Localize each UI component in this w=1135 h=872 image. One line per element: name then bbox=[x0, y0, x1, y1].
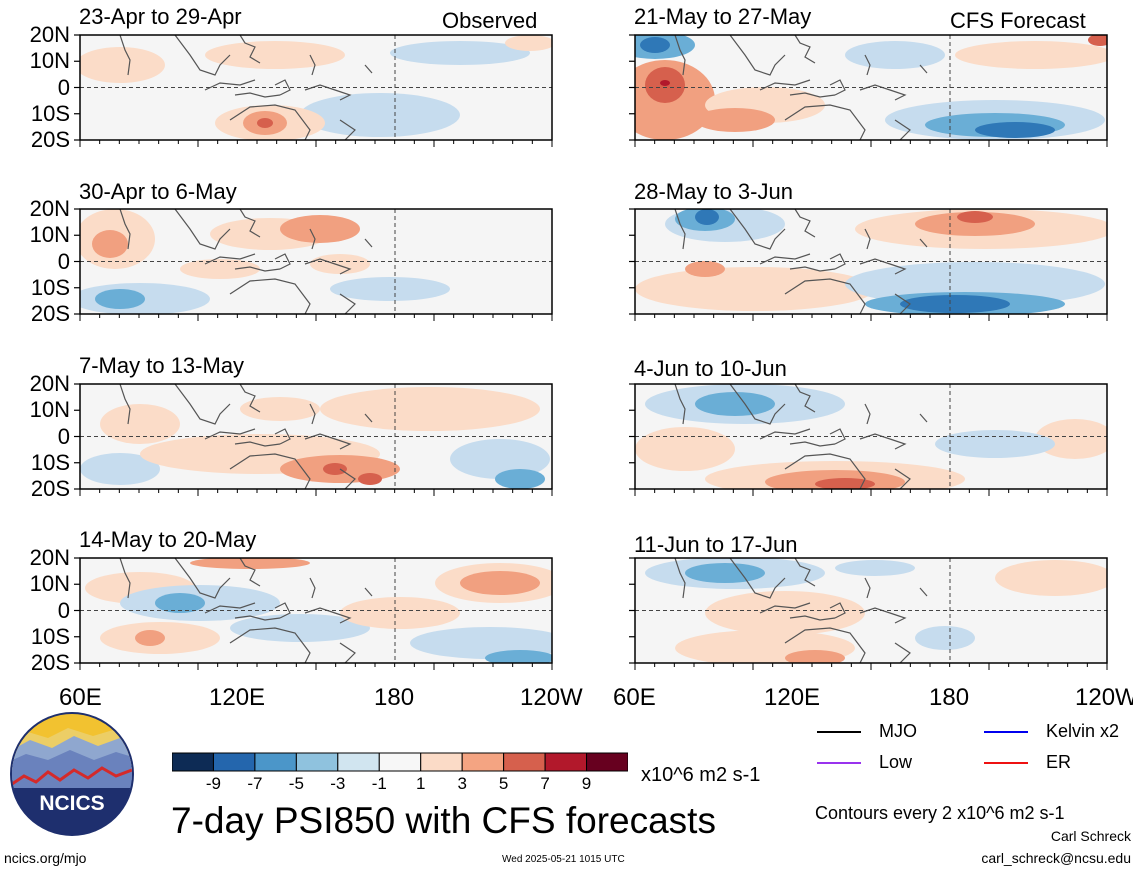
colorbar-tick-label: -7 bbox=[247, 774, 263, 793]
lon-label-180-left: 180 bbox=[374, 684, 415, 711]
svg-text:NCICS: NCICS bbox=[39, 792, 104, 815]
panel-title-5: 21-May to 27-May bbox=[634, 4, 812, 29]
lon-label-120w-left: 120W bbox=[520, 684, 583, 711]
panel-title-7: 4-Jun to 10-Jun bbox=[634, 356, 787, 381]
legend-label-kelvin: Kelvin x2 bbox=[1046, 721, 1120, 741]
colorbar-tick-label: -5 bbox=[288, 774, 304, 793]
colorbar-swatch bbox=[378, 752, 422, 772]
website-link[interactable]: ncics.org/mjo bbox=[4, 850, 87, 866]
colorbar-swatch bbox=[420, 752, 463, 772]
legend-line-mjo bbox=[817, 731, 861, 733]
contours-note: Contours every 2 x10^6 m2 s-1 bbox=[815, 803, 1065, 823]
colorbar-swatch bbox=[295, 752, 339, 772]
lat-label: 0 bbox=[57, 248, 70, 274]
lat-label: 10N bbox=[29, 222, 70, 248]
panel-title-3: 7-May to 13-May bbox=[79, 353, 245, 378]
colorbar-tick-label: 3 bbox=[457, 774, 467, 793]
lat-label: 0 bbox=[57, 597, 70, 623]
lat-label: 10S bbox=[30, 100, 70, 126]
author-email: carl_schreck@ncsu.edu bbox=[981, 850, 1131, 866]
lon-label-120e-right: 120E bbox=[764, 684, 821, 711]
lat-label: 0 bbox=[57, 423, 70, 449]
lon-label-60e-right: 60E bbox=[613, 684, 656, 711]
lat-label: 20S bbox=[30, 301, 70, 326]
colorbar-swatch bbox=[586, 752, 628, 772]
map-panel-8 bbox=[629, 557, 1108, 670]
colorbar-swatch bbox=[503, 752, 546, 772]
legend-label-er: ER bbox=[1046, 752, 1072, 772]
map-panel-2 bbox=[74, 208, 553, 321]
lat-label: 20S bbox=[30, 650, 70, 675]
lat-label: 10S bbox=[30, 449, 70, 475]
legend-line-er bbox=[984, 762, 1028, 764]
colorbar-tick-label: 1 bbox=[415, 774, 426, 793]
map-panel-4 bbox=[74, 557, 553, 670]
panel-title-6: 28-May to 3-Jun bbox=[634, 179, 793, 204]
lat-label: 10S bbox=[30, 623, 70, 649]
colorbar-swatch bbox=[212, 752, 256, 772]
observed-label: Observed bbox=[442, 8, 538, 33]
lon-label-60e-left: 60E bbox=[59, 684, 102, 711]
map-panel-3 bbox=[74, 383, 553, 496]
lat-label: 20N bbox=[29, 196, 70, 221]
map-panel-5 bbox=[629, 34, 1108, 147]
panel-title-1: 23-Apr to 29-Apr bbox=[79, 4, 242, 29]
ncics-logo: NCICS bbox=[10, 712, 134, 836]
panel-title-2: 30-Apr to 6-May bbox=[79, 179, 237, 204]
colorbar-tick-label: 5 bbox=[498, 774, 509, 793]
colorbar-swatch bbox=[172, 752, 214, 772]
lat-label: 10S bbox=[30, 274, 70, 300]
lat-label: 20N bbox=[29, 371, 70, 396]
lat-label: 20N bbox=[29, 22, 70, 47]
lon-label-120e-left: 120E bbox=[209, 684, 266, 711]
map-panel-7 bbox=[629, 383, 1108, 496]
colorbar-tick-label: -3 bbox=[330, 774, 346, 793]
lon-label-120w-right: 120W bbox=[1075, 686, 1133, 710]
lat-label: 10N bbox=[29, 571, 70, 597]
colorbar bbox=[172, 752, 628, 772]
figure-title: 7-day PSI850 with CFS forecasts bbox=[171, 800, 716, 841]
lat-label: 20S bbox=[30, 476, 70, 501]
panel-title-8: 11-Jun to 17-Jun bbox=[634, 532, 798, 557]
colorbar-swatch bbox=[337, 752, 380, 772]
lat-label: 0 bbox=[57, 74, 70, 100]
lat-label: 10N bbox=[29, 397, 70, 423]
legend-line-kelvin bbox=[984, 731, 1028, 733]
colorbar-swatch bbox=[461, 752, 505, 772]
colorbar-tick-label: -1 bbox=[371, 774, 387, 793]
legend-line-low bbox=[817, 762, 861, 764]
timestamp: Wed 2025-05-21 1015 UTC bbox=[502, 854, 625, 865]
lon-label-180-right: 180 bbox=[929, 684, 970, 711]
colorbar-swatch bbox=[254, 752, 297, 772]
author-name: Carl Schreck bbox=[1050, 828, 1131, 844]
lat-label: 10N bbox=[29, 48, 70, 74]
legend-label-mjo: MJO bbox=[879, 721, 917, 741]
lat-label: 20N bbox=[29, 545, 70, 570]
colorbar-units: x10^6 m2 s-1 bbox=[641, 764, 761, 786]
colorbar-swatch bbox=[544, 752, 588, 772]
colorbar-tick-label: -9 bbox=[205, 774, 222, 793]
legend-label-low: Low bbox=[879, 752, 913, 772]
map-panel-1 bbox=[74, 34, 553, 147]
panel-title-4: 14-May to 20-May bbox=[79, 527, 257, 552]
colorbar-tick-label: 9 bbox=[581, 774, 592, 793]
map-panels bbox=[74, 34, 1108, 670]
map-panel-6 bbox=[629, 208, 1108, 321]
cfs-forecast-label: CFS Forecast bbox=[950, 8, 1086, 33]
colorbar-tick-label: 7 bbox=[540, 774, 550, 793]
lat-label: 20S bbox=[30, 127, 70, 152]
